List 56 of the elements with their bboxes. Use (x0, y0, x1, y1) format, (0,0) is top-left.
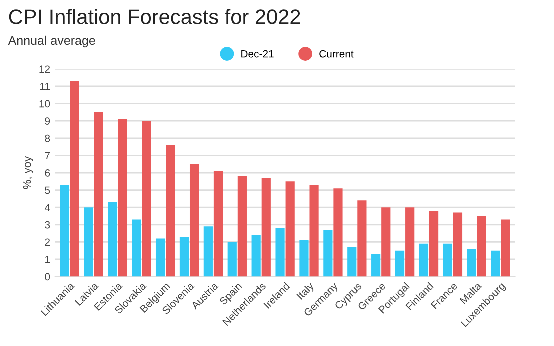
bar (477, 216, 486, 277)
bar (180, 237, 190, 277)
bar (60, 185, 70, 277)
bar (142, 121, 152, 277)
bar (348, 247, 357, 277)
bar (108, 202, 118, 277)
bar (276, 228, 285, 277)
legend-label: Current (320, 50, 354, 58)
bar (372, 254, 381, 277)
chart-title: CPI Inflation Forecasts for 2022 (9, 9, 300, 24)
y-tick-label: 3 (45, 221, 50, 229)
bar (443, 244, 452, 277)
bar (419, 244, 429, 277)
bar (406, 208, 415, 277)
y-tick-label: 1 (46, 256, 50, 264)
y-tick-label: 4 (44, 204, 50, 212)
bar (501, 220, 510, 277)
y-tick-label: 10 (40, 100, 50, 108)
bar (467, 249, 476, 277)
bar (382, 208, 391, 277)
bar (166, 145, 176, 277)
bar (204, 226, 213, 277)
bar (286, 182, 295, 277)
bar (262, 178, 271, 277)
y-tick-label: 9 (45, 118, 50, 125)
bar (214, 171, 224, 277)
y-tick-label: 5 (45, 186, 50, 194)
y-tick-label: 11 (40, 83, 50, 90)
bar (310, 185, 319, 277)
y-tick-label: 12 (40, 66, 50, 73)
bar (228, 242, 237, 277)
chart-subtitle: Annual average (8, 36, 96, 48)
bar (429, 211, 439, 277)
bar (491, 250, 500, 277)
bar (84, 208, 94, 277)
legend-label: Dec-21 (242, 50, 274, 58)
bar (238, 176, 247, 277)
bar (334, 188, 343, 277)
y-axis-title: %, yoy (23, 156, 34, 190)
bar (94, 112, 104, 277)
y-tick-label: 8 (45, 134, 50, 142)
bar (156, 238, 166, 277)
bar (132, 220, 142, 277)
bar (395, 250, 405, 277)
bar (190, 164, 200, 277)
bar (252, 235, 261, 277)
bar (118, 119, 128, 277)
y-tick-label: 7 (45, 152, 50, 160)
y-tick-label: 6 (45, 170, 50, 177)
y-tick-label: 0 (45, 273, 50, 281)
bar (358, 200, 367, 277)
bar (70, 81, 80, 277)
bar (324, 230, 333, 277)
bar (453, 212, 463, 277)
bar (300, 240, 309, 277)
y-tick-label: 2 (45, 238, 50, 246)
